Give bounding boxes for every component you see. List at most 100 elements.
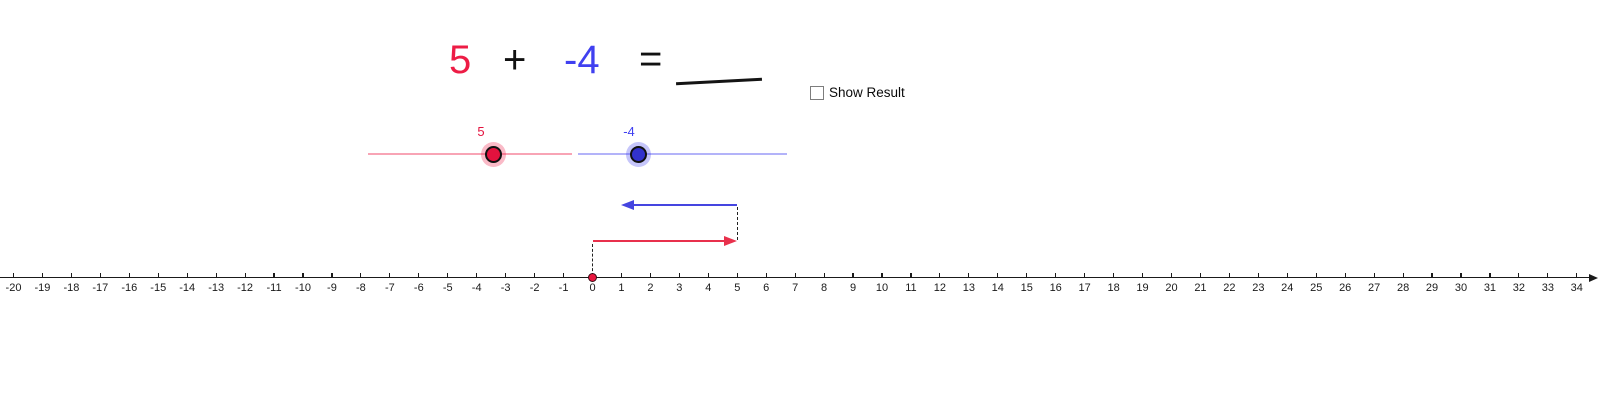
axis-tick-label: 22 [1223,282,1236,294]
addend2-vector-shaft [634,204,738,206]
dashed-connector [591,244,593,276]
axis-tick-label: 27 [1368,282,1381,294]
axis-tick-label: -20 [5,282,22,294]
axis-tick [331,272,333,278]
axis-tick-label: -11 [266,282,282,294]
axis-tick-label: 25 [1310,282,1323,294]
axis-tick-label: 12 [933,282,947,294]
number-line-axis [0,277,1591,279]
origin-point [588,272,597,282]
axis-tick [215,272,217,278]
axis-tick-label: -8 [356,282,366,294]
axis-tick [418,272,420,278]
axis-tick-label: 30 [1454,282,1468,294]
axis-tick-label: -2 [529,282,540,294]
axis-right-arrow-icon [1589,273,1598,282]
axis-tick-label: -4 [471,282,482,294]
slider-addend1-track[interactable] [368,153,572,155]
axis-tick [939,272,941,278]
axis-tick [1141,272,1144,278]
axis-tick-label: 9 [849,282,857,294]
axis-tick [881,272,883,278]
axis-tick [678,272,680,278]
axis-tick [1315,272,1317,278]
axis-tick [765,272,767,278]
axis-tick [1460,272,1462,278]
show-result-checkbox[interactable] [810,85,824,100]
axis-tick [997,272,999,278]
axis-tick-label: -10 [295,282,311,294]
axis-tick-label: -7 [384,282,395,294]
axis-tick [649,272,651,278]
slider-addend2-knob[interactable] [629,145,647,163]
axis-tick-label: -6 [413,282,424,294]
axis-tick [476,272,478,278]
equation-plus-sign: + [503,38,527,82]
axis-tick-label: 24 [1281,282,1294,294]
equation-equals-sign: = [639,37,663,81]
axis-tick-label: 17 [1078,282,1091,294]
axis-tick-label: 0 [589,282,596,294]
axis-tick [273,272,275,278]
axis-tick-label: -14 [179,282,196,294]
axis-tick [157,272,159,278]
axis-tick-label: 7 [792,282,799,294]
axis-tick [302,272,304,278]
axis-tick-label: 26 [1339,282,1352,294]
axis-tick-label: 5 [734,282,741,294]
axis-tick-label: 31 [1483,282,1497,294]
axis-tick [852,272,854,278]
axis-tick-label: 4 [705,282,712,294]
axis-tick [968,272,970,278]
axis-tick-label: 23 [1252,282,1265,294]
axis-tick [707,272,709,278]
axis-tick-label: 21 [1194,282,1207,294]
axis-tick-label: 29 [1425,282,1439,294]
axis-tick-label: 3 [676,282,683,294]
axis-tick-label: -18 [63,282,80,294]
equation-answer-blank [675,77,763,85]
axis-tick-label: -17 [92,282,109,294]
axis-tick-label: -3 [500,282,511,294]
equation-addend1: 5 [449,38,472,82]
axis-tick-label: -12 [237,282,254,294]
axis-tick-label: -1 [558,282,569,294]
addend1-vector-arrowhead-icon [724,236,738,246]
axis-tick [1373,272,1375,278]
axis-tick [389,272,391,278]
axis-tick-label: -9 [327,282,337,294]
axis-tick-label: 18 [1107,282,1120,294]
axis-tick [1026,272,1028,278]
axis-tick [447,272,449,278]
axis-tick [244,272,246,278]
axis-tick [41,272,44,278]
axis-tick-label: -13 [208,282,225,294]
addend1-vector-shaft [592,240,725,242]
axis-tick [1084,272,1086,278]
axis-tick [910,272,912,278]
axis-tick [1431,272,1433,278]
axis-tick-label: 6 [763,282,770,294]
show-result-control[interactable]: Show Result [810,85,905,100]
axis-tick [534,272,536,278]
slider-addend1-knob[interactable] [484,145,502,163]
axis-tick [1228,272,1230,278]
axis-tick [1576,272,1578,278]
axis-tick [186,272,188,278]
slider-addend1-value-label: 5 [477,124,485,139]
axis-tick-label: 14 [991,282,1004,294]
axis-tick [620,272,623,278]
axis-tick [1344,272,1346,278]
axis-tick [505,272,507,278]
axis-tick [1547,272,1549,278]
slider-addend2-track[interactable] [578,153,787,155]
dashed-connector [736,207,738,240]
axis-tick-label: 33 [1541,282,1554,294]
axis-tick [70,272,72,278]
axis-tick-label: 13 [962,282,975,294]
axis-tick [562,272,565,278]
axis-tick-label: 1 [618,282,625,294]
axis-tick-label: 28 [1396,282,1410,294]
axis-tick [99,272,101,278]
